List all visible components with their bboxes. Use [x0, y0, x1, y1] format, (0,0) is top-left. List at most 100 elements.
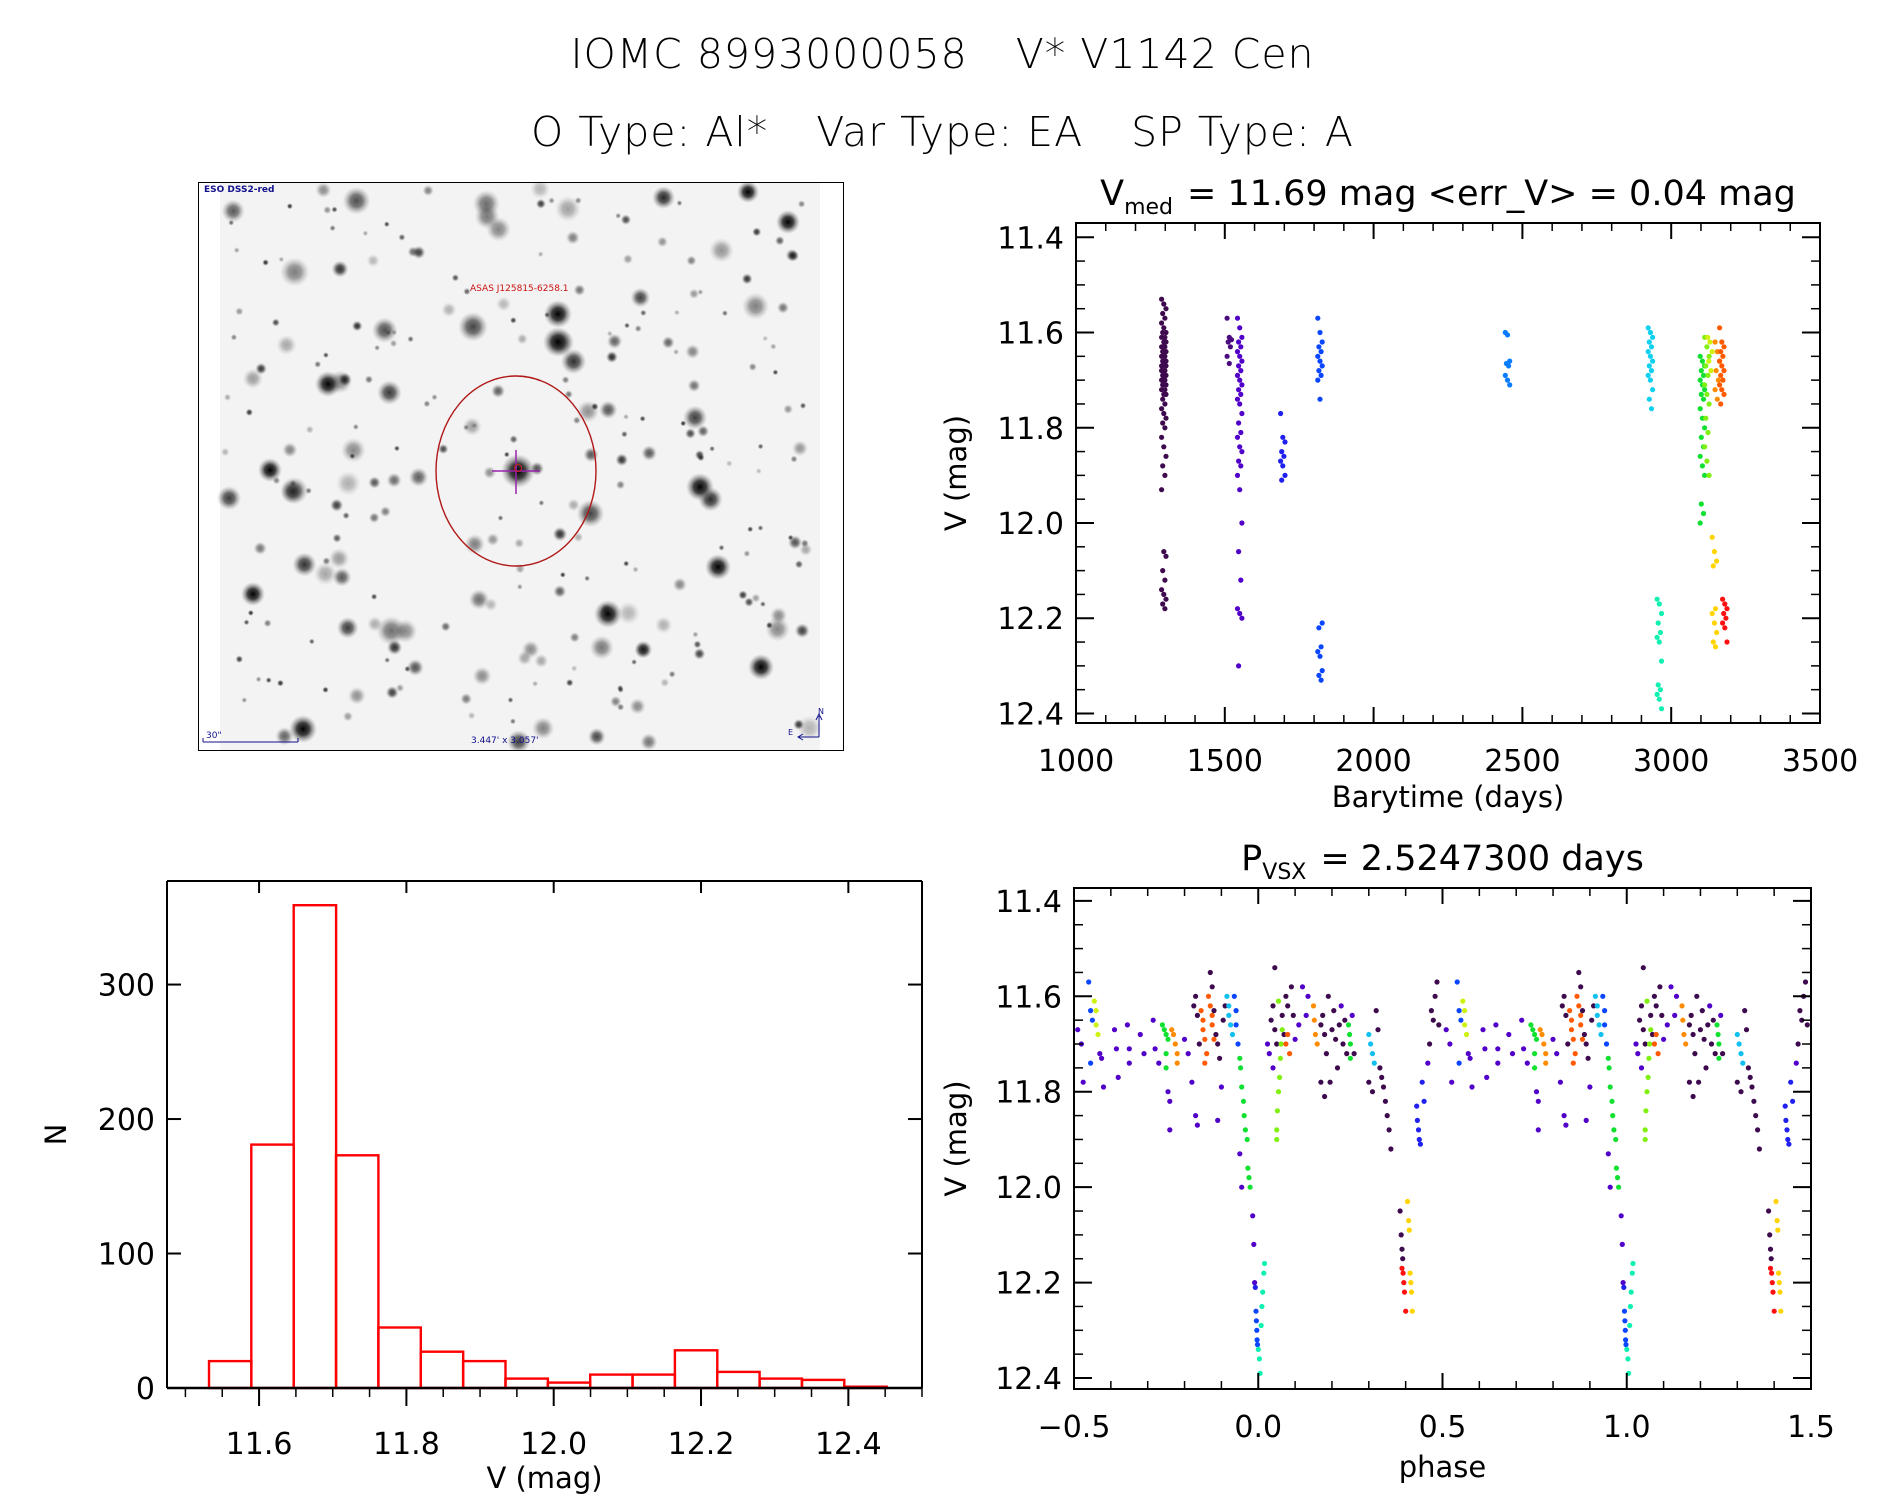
star [423, 400, 431, 408]
star [336, 616, 359, 639]
phase-point [1327, 1079, 1333, 1085]
phase-point [1202, 1036, 1208, 1042]
star [552, 526, 568, 542]
phase-point [1572, 1051, 1578, 1057]
phase-point [1686, 1022, 1692, 1028]
phase-point [1625, 1356, 1631, 1362]
ph-ytick-label: 11.6 [995, 980, 1062, 1015]
lc-point [1163, 339, 1169, 345]
phase-point [1386, 1127, 1392, 1133]
lc-point [1317, 329, 1323, 336]
compass-icon: N E [788, 707, 824, 741]
star [328, 548, 350, 569]
star [441, 302, 457, 318]
phase-point [1653, 1003, 1659, 1009]
lc-point [1702, 382, 1708, 388]
star [412, 245, 426, 260]
phase-point [1768, 1256, 1774, 1262]
phase-point [1272, 1027, 1278, 1033]
phase-point [1462, 1022, 1468, 1028]
lc-point [1315, 315, 1321, 321]
phase-point [1495, 1060, 1501, 1066]
star [491, 383, 506, 399]
phase-point [1261, 1260, 1268, 1267]
star [640, 733, 658, 751]
ph-ytick-label: 12.4 [995, 1362, 1062, 1397]
phase-point [1320, 1012, 1326, 1019]
phase-point [1775, 1227, 1781, 1233]
lc-point [1712, 644, 1719, 650]
phase-point [1583, 1041, 1589, 1047]
finder-frame [198, 182, 844, 751]
phase-point [1629, 1270, 1635, 1276]
star [329, 224, 336, 232]
lc-point [1237, 610, 1243, 617]
star [617, 686, 624, 694]
lc-point [1162, 315, 1168, 321]
lc-point [1162, 401, 1168, 407]
star [634, 640, 653, 659]
phase-point [1202, 1060, 1208, 1066]
star [496, 296, 512, 312]
phase-point [1400, 1270, 1406, 1276]
phase-point [1239, 1184, 1245, 1190]
bright-star [686, 473, 714, 501]
star [507, 730, 531, 751]
lc-point [1237, 377, 1243, 383]
phase-point [1541, 1041, 1547, 1047]
lc-point [1159, 587, 1165, 593]
phase-point [1533, 1089, 1540, 1095]
phase-point [1252, 1284, 1258, 1290]
lc-point [1697, 353, 1703, 359]
star [623, 413, 629, 420]
star [335, 470, 361, 496]
phase-point [1622, 1318, 1628, 1324]
phase-point [1797, 1008, 1803, 1014]
star [305, 425, 314, 434]
phase-point [1463, 1031, 1470, 1038]
phase-point [1596, 1022, 1602, 1028]
phase-point [1543, 1060, 1549, 1066]
phase-point [1345, 1022, 1352, 1028]
lc-point [1234, 472, 1241, 478]
star [652, 186, 676, 210]
lc-point [1161, 591, 1167, 598]
phase-point [1686, 1079, 1692, 1085]
phase-point [1751, 1098, 1757, 1104]
star [516, 333, 528, 345]
star [483, 466, 497, 480]
lc-point [1238, 391, 1244, 397]
star [337, 372, 352, 387]
phase-point [1303, 1012, 1309, 1019]
lc-point [1724, 606, 1730, 612]
phase-point [1229, 1031, 1236, 1038]
phase-point [1469, 1084, 1475, 1090]
star [772, 369, 779, 376]
star [235, 655, 244, 664]
phase-point [1194, 1122, 1200, 1128]
phase-point [1233, 1008, 1239, 1014]
star [757, 525, 764, 531]
star [221, 199, 245, 223]
phase-point [1576, 1003, 1582, 1009]
phase-point [1266, 1051, 1272, 1057]
phase-point [1256, 1356, 1262, 1362]
ph-xlabel: phase [1399, 1450, 1487, 1484]
phase-point [1683, 1041, 1689, 1047]
lc-point [1715, 377, 1721, 383]
lc-point [1280, 463, 1286, 469]
star [271, 318, 280, 327]
lc-point [1658, 610, 1665, 617]
phase-point [1312, 1031, 1318, 1038]
phase-point [1563, 1012, 1569, 1019]
lc-point [1224, 353, 1230, 359]
lc-point [1504, 332, 1511, 338]
phase-point [1646, 1055, 1652, 1061]
lc-point [1657, 629, 1663, 636]
lc-point [1318, 644, 1324, 650]
phase-point [1774, 1218, 1780, 1224]
phase-point [1613, 1165, 1619, 1171]
lc-point [1160, 568, 1166, 574]
star [668, 670, 676, 678]
phase-point [1651, 993, 1657, 999]
